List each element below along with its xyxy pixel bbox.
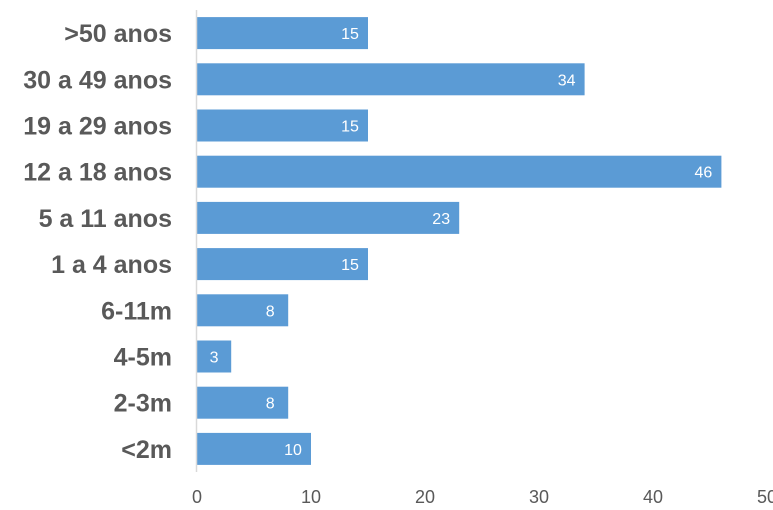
bar — [197, 432, 311, 465]
category-label: 4-5m — [114, 344, 172, 372]
x-tick-label: 50 — [757, 487, 773, 507]
bar — [197, 63, 585, 96]
x-tick-label: 10 — [301, 487, 321, 507]
category-label: 2-3m — [114, 390, 172, 418]
data-labels: 15 34 15 46 23 15 8 3 8 10 — [210, 26, 713, 459]
data-label: 8 — [266, 396, 275, 413]
bar — [197, 340, 232, 373]
category-label: 5 a 11 anos — [39, 205, 172, 233]
x-tick-label: 30 — [529, 487, 549, 507]
data-label: 23 — [432, 211, 450, 228]
bar — [197, 17, 368, 50]
bar — [197, 201, 460, 234]
bar — [197, 294, 289, 327]
category-label: 6-11m — [101, 297, 172, 325]
category-label: >50 anos — [64, 20, 172, 48]
data-label: 15 — [341, 26, 359, 43]
bar — [197, 109, 368, 142]
x-tick-label: 20 — [415, 487, 435, 507]
category-label: 19 a 29 anos — [23, 113, 172, 141]
category-labels: >50 anos 30 a 49 anos 19 a 29 anos 12 a 18 … — [23, 20, 172, 464]
data-label: 15 — [341, 119, 359, 136]
category-label: 30 a 49 anos — [23, 66, 172, 94]
data-label: 8 — [266, 303, 275, 320]
data-label: 15 — [341, 257, 359, 274]
data-label: 10 — [284, 442, 302, 459]
x-tick-label: 40 — [643, 487, 663, 507]
bar — [197, 386, 289, 419]
category-label: 12 a 18 anos — [23, 159, 172, 187]
x-tick-label: 0 — [192, 487, 202, 507]
category-label: 1 a 4 anos — [51, 251, 172, 279]
bar — [197, 155, 722, 188]
data-label: 46 — [695, 165, 713, 182]
bars-group — [197, 17, 722, 465]
data-label: 3 — [210, 350, 219, 367]
x-tick-labels: 0 10 20 30 40 50 — [192, 487, 773, 507]
data-label: 34 — [558, 72, 576, 89]
category-label: <2m — [121, 436, 172, 464]
bar — [197, 248, 368, 281]
